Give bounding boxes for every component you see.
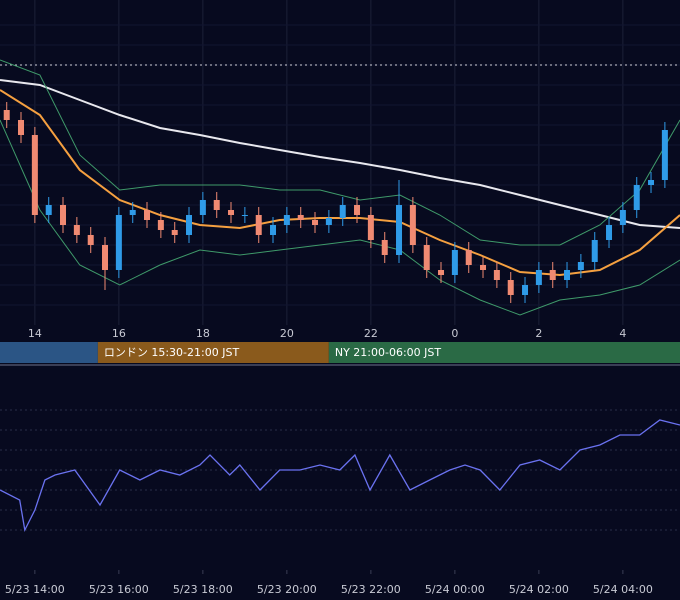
candle-body [171, 230, 178, 235]
x-tick-label: 14 [28, 327, 42, 340]
candle-body [157, 220, 164, 230]
candle-body [507, 280, 514, 295]
x-tick-label: 4 [619, 327, 626, 340]
session-label: ロンドン 15:30-21:00 JST [104, 346, 240, 359]
x-tick-label: 18 [196, 327, 210, 340]
candle-body [18, 120, 25, 135]
candle-body [73, 225, 80, 235]
indicator-line [0, 59, 680, 246]
candle-body [606, 225, 613, 240]
candle-body [87, 235, 94, 245]
candle-body [31, 135, 38, 215]
candle-body [297, 215, 304, 220]
x-tick-label: 20 [280, 327, 294, 340]
candle-body [129, 210, 136, 215]
candle-body [270, 225, 277, 235]
x-tick-label: 5/24 04:00 [593, 583, 653, 596]
candle-body [409, 205, 416, 245]
candle-body [144, 210, 151, 220]
x-tick-label: 5/23 14:00 [5, 583, 65, 596]
x-tick-label: 5/24 00:00 [425, 583, 485, 596]
x-tick-label: 2 [535, 327, 542, 340]
session-band [97, 342, 329, 363]
candle-body [255, 215, 262, 235]
candle-body [423, 245, 430, 270]
x-tick-label: 5/24 02:00 [509, 583, 569, 596]
candle-body [619, 210, 626, 225]
x-tick-label: 22 [364, 327, 378, 340]
oscillator-line [0, 419, 680, 533]
candle-body [522, 285, 529, 295]
candle-body [465, 250, 472, 265]
candle-body [3, 110, 10, 120]
candle-body [339, 205, 346, 218]
candle-body [648, 180, 655, 185]
candle-body [354, 205, 361, 215]
candle-body [438, 270, 445, 275]
x-tick-label: 5/23 20:00 [257, 583, 317, 596]
candle-body [325, 218, 332, 225]
session-band [0, 342, 98, 363]
candle-body [451, 250, 458, 275]
indicator-line [0, 119, 680, 316]
candle-body [493, 270, 500, 280]
candle-body [564, 270, 571, 280]
candle-body [60, 205, 67, 225]
candle-body [367, 215, 374, 240]
candle-body [102, 245, 109, 270]
x-tick-label: 5/23 22:00 [341, 583, 401, 596]
x-tick-label: 5/23 18:00 [173, 583, 233, 596]
x-tick-label: 16 [112, 327, 126, 340]
candle-body [535, 270, 542, 285]
candle-body [45, 205, 52, 215]
candle-body [480, 265, 487, 270]
candle-body [186, 215, 193, 235]
session-label: NY 21:00-06:00 JST [335, 346, 442, 359]
session-band [328, 342, 680, 363]
candle-body [283, 215, 290, 225]
candle-body [577, 262, 584, 270]
candle-body [115, 215, 122, 270]
x-tick-label: 5/23 16:00 [89, 583, 149, 596]
x-tick-label: 0 [451, 327, 458, 340]
candle-body [381, 240, 388, 255]
indicator-line [0, 79, 680, 229]
candle-body [228, 210, 235, 215]
candle-body [241, 215, 248, 216]
candle-body [199, 200, 206, 215]
candle-body [312, 220, 319, 225]
candle-body [549, 270, 556, 280]
candle-body [661, 130, 668, 180]
candle-body [633, 185, 640, 210]
candle-body [396, 205, 403, 255]
candle-body [213, 200, 220, 210]
candle-body [591, 240, 598, 262]
